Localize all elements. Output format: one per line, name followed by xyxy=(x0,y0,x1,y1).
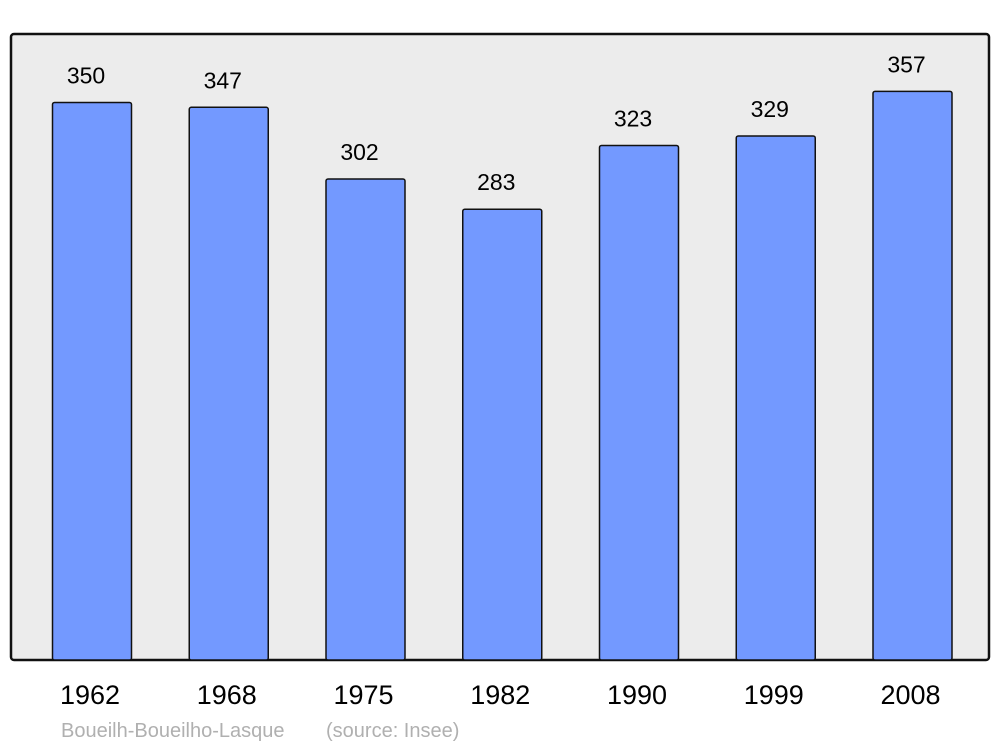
bar-1968 xyxy=(188,106,269,661)
bar-1999 xyxy=(735,135,816,661)
category-label-2008: 2008 xyxy=(880,680,940,710)
bar-1990 xyxy=(598,144,680,661)
value-label-1975: 302 xyxy=(340,139,378,165)
bar-1982 xyxy=(462,208,543,661)
category-label-1968: 1968 xyxy=(197,680,257,710)
category-label-1999: 1999 xyxy=(744,680,804,710)
category-label-1962: 1962 xyxy=(60,680,120,710)
category-label-1990: 1990 xyxy=(607,680,667,710)
value-label-1962: 350 xyxy=(67,62,105,88)
value-label-2008: 357 xyxy=(887,51,925,77)
category-label-1975: 1975 xyxy=(333,680,393,710)
value-label-1968: 347 xyxy=(204,67,242,93)
bar-2008 xyxy=(872,90,953,661)
caption: Boueilh-Boueilho-Lasque xyxy=(61,720,285,742)
bar-1962 xyxy=(51,101,133,661)
value-label-1990: 323 xyxy=(614,106,652,132)
bar-1975 xyxy=(325,178,406,661)
category-label-1982: 1982 xyxy=(470,680,530,710)
source: (source: Insee) xyxy=(326,720,459,742)
value-label-1999: 329 xyxy=(751,96,789,122)
value-label-1982: 283 xyxy=(477,169,515,195)
